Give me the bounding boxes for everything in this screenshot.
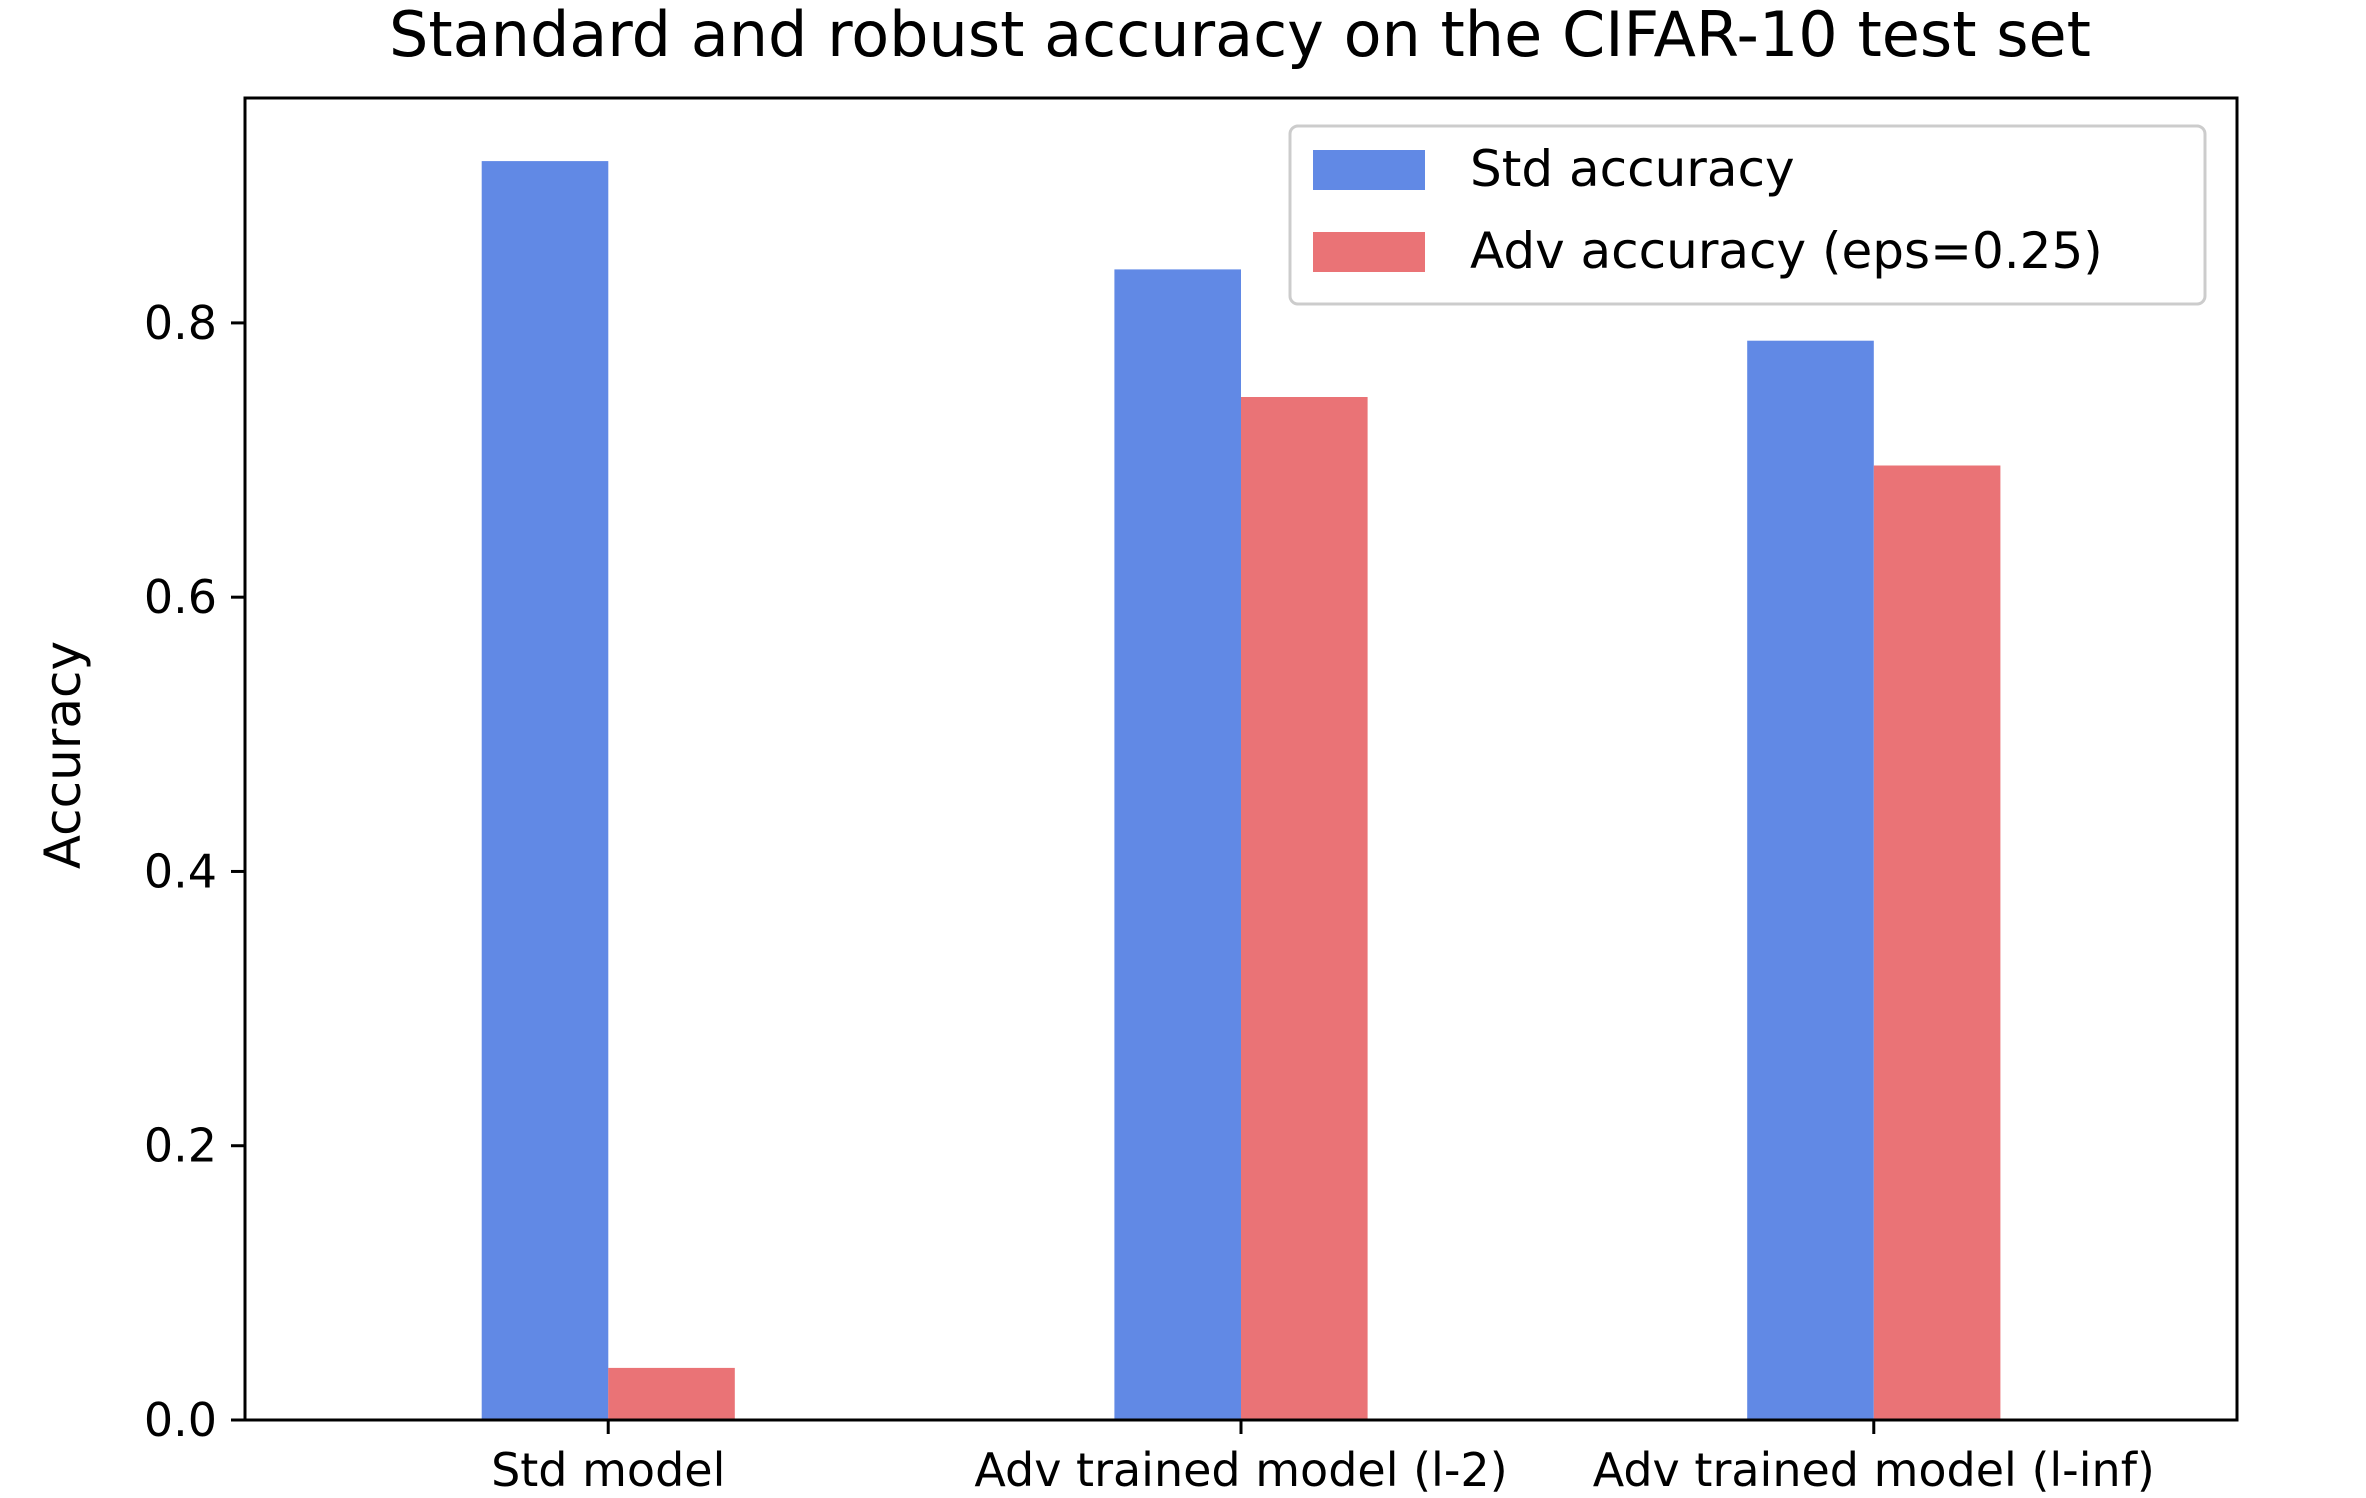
x-axis-ticks: Std model Adv trained model (l-2) Adv trai…	[491, 1420, 2155, 1497]
x-tick-label: Adv trained model (l-inf)	[1593, 1443, 2155, 1497]
bar-series-0-category-0	[481, 161, 609, 1421]
bar-series-0-category-1	[1114, 269, 1241, 1420]
bar-series-0-category-2	[1747, 340, 1874, 1421]
bar-series-1-category-1	[1241, 397, 1368, 1420]
y-tick-label: 0.6	[144, 570, 217, 624]
legend-swatch-adv-accuracy	[1313, 232, 1425, 272]
legend-label-adv-accuracy: Adv accuracy (eps=0.25)	[1470, 222, 2103, 280]
bar-series-1-category-0	[608, 1367, 735, 1420]
x-tick-label: Std model	[491, 1443, 725, 1497]
y-tick-label: 0.2	[144, 1119, 217, 1173]
x-tick-label: Adv trained model (l-2)	[974, 1443, 1507, 1497]
y-tick-label: 0.4	[144, 844, 217, 898]
y-axis-label: Accuracy	[34, 641, 92, 869]
bar-series-1-category-2	[1873, 465, 2001, 1420]
legend-box	[1288, 124, 2207, 306]
y-tick-label: 0.8	[144, 296, 217, 350]
legend: Std accuracy Adv accuracy (eps=0.25)	[1288, 124, 2207, 306]
y-tick-label: 0.0	[144, 1393, 217, 1447]
plot-frame	[243, 96, 2239, 1422]
chart-title: Standard and robust accuracy on the CIFA…	[389, 0, 2091, 71]
legend-swatch-std-accuracy	[1313, 150, 1425, 190]
legend-label-std-accuracy: Std accuracy	[1470, 140, 1795, 198]
bars	[481, 161, 2001, 1421]
y-axis-ticks: 0.0 0.2 0.4 0.6 0.8	[144, 296, 245, 1447]
